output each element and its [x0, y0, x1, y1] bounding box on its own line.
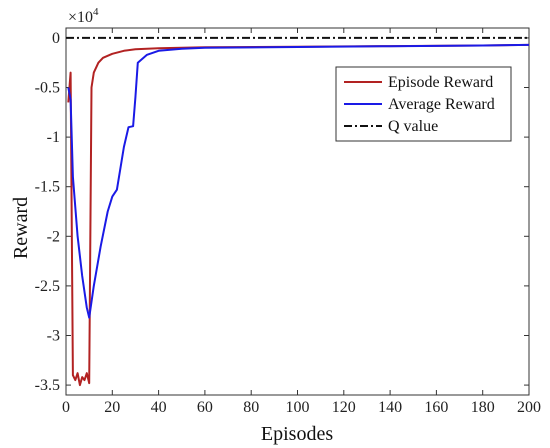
legend-label-average-reward: Average Reward	[388, 96, 495, 113]
y-tick-label: -1	[47, 129, 60, 146]
y-tick-label: -3	[47, 327, 60, 344]
x-axis: 0 20 40 60 80 100 120 140 160 180 200	[62, 28, 541, 416]
x-tick-label: 100	[286, 399, 310, 416]
x-tick-label: 20	[104, 399, 120, 416]
series-line-average-reward	[67, 43, 530, 319]
y-axis-exponent-base: ×10	[68, 9, 93, 26]
x-tick-label: 80	[243, 399, 259, 416]
x-tick-label: 140	[378, 399, 402, 416]
y-axis-exponent: ×104	[68, 6, 99, 26]
y-axis-exponent-power: 4	[93, 6, 99, 18]
x-tick-label: 160	[424, 399, 448, 416]
legend: Episode Reward Average Reward Q value	[335, 66, 512, 142]
y-tick-label: -2.5	[35, 278, 60, 295]
x-tick-label: 40	[151, 399, 167, 416]
legend-label-episode-reward: Episode Reward	[388, 74, 493, 91]
y-tick-label: -1.5	[35, 179, 60, 196]
x-tick-label: 60	[197, 399, 213, 416]
y-tick-label: -0.5	[35, 80, 60, 97]
y-axis-title: Reward	[10, 197, 32, 259]
y-tick-label: 0	[52, 30, 60, 47]
x-axis-title: Episodes	[261, 423, 333, 445]
y-tick-label: -3.5	[35, 377, 60, 394]
x-tick-label: 120	[332, 399, 356, 416]
legend-label-q-value: Q value	[388, 118, 438, 135]
x-tick-label: 180	[471, 399, 495, 416]
y-axis: 0 -0.5 -1 -1.5 -2 -2.5 -3 -3.5	[35, 30, 529, 394]
y-tick-label: -2	[47, 228, 60, 245]
x-tick-label: 200	[517, 399, 541, 416]
x-tick-label: 0	[62, 399, 70, 416]
series-layer	[66, 36, 530, 387]
